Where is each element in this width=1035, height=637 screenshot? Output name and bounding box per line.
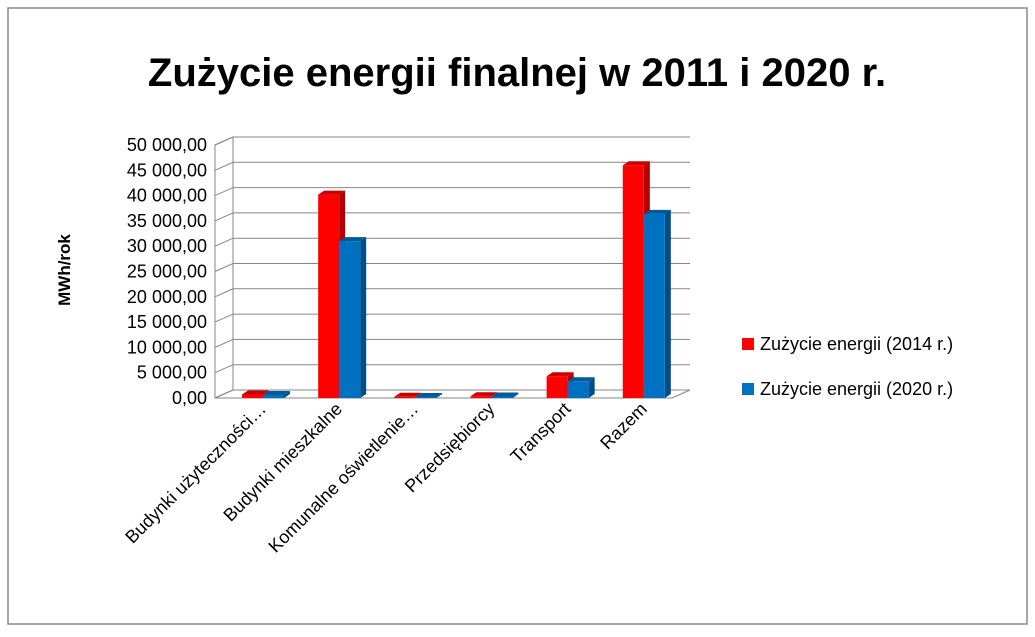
bar-side	[664, 209, 671, 398]
bar-side	[436, 392, 443, 398]
chart-title: Zużycie energii finalnej w 2011 i 2020 r…	[148, 51, 886, 95]
grid-line	[214, 263, 690, 272]
bar	[491, 396, 513, 398]
y-axis-label: MWh/rok	[55, 234, 74, 306]
bar	[622, 165, 644, 398]
bar	[567, 381, 589, 398]
bar-top	[622, 161, 650, 166]
bar-top	[643, 209, 671, 214]
bar-side	[360, 237, 367, 398]
bar	[470, 396, 492, 398]
y-tick-label: 25 000,00	[127, 262, 207, 282]
bar-side	[588, 377, 595, 398]
grid-line	[214, 288, 690, 298]
bar-top	[263, 390, 290, 395]
bar	[546, 376, 568, 398]
bar-top	[491, 392, 519, 397]
y-tick-label: 45 000,00	[127, 160, 207, 180]
bar-top	[470, 392, 498, 397]
y-tick-label: 15 000,00	[127, 312, 207, 332]
legend-label: Zużycie energii (2014 r.)	[760, 334, 953, 354]
grid-line	[214, 187, 690, 197]
grid-line	[214, 237, 690, 247]
bar-side	[512, 392, 519, 398]
y-tick-label: 40 000,00	[127, 186, 207, 206]
y-tick-label: 5 000,00	[137, 363, 207, 383]
grid-line	[214, 313, 690, 323]
bar	[263, 394, 284, 398]
bar-top	[318, 190, 346, 195]
grid-line	[214, 389, 690, 399]
legend-label: Zużycie energii (2020 r.)	[760, 379, 953, 399]
bar	[318, 194, 340, 398]
bar	[415, 396, 437, 398]
bar-top	[242, 390, 269, 395]
bar-top	[546, 372, 574, 377]
bar-top	[567, 377, 595, 382]
bar-side	[284, 390, 290, 398]
y-tick-label: 20 000,00	[127, 287, 207, 307]
bar-top	[339, 237, 367, 242]
grid-line	[214, 338, 690, 348]
bar	[643, 213, 665, 398]
y-tick-label: 30 000,00	[127, 236, 207, 256]
legend-swatch	[742, 383, 754, 395]
chart-frame	[7, 7, 1028, 625]
bar	[394, 396, 416, 398]
y-tick-label: 10 000,00	[127, 337, 207, 357]
grid-line	[214, 161, 690, 171]
y-tick-label: 35 000,00	[127, 211, 207, 231]
grid-line	[214, 212, 690, 222]
bar	[339, 241, 361, 398]
bar	[242, 394, 263, 398]
legend-swatch	[742, 338, 754, 350]
bar-top	[394, 392, 422, 397]
y-tick-label: 50 000,00	[127, 135, 207, 155]
bar-top	[415, 392, 443, 397]
grid-line	[214, 364, 690, 374]
grid-line	[214, 136, 690, 146]
y-tick-label: 0,00	[172, 388, 207, 408]
